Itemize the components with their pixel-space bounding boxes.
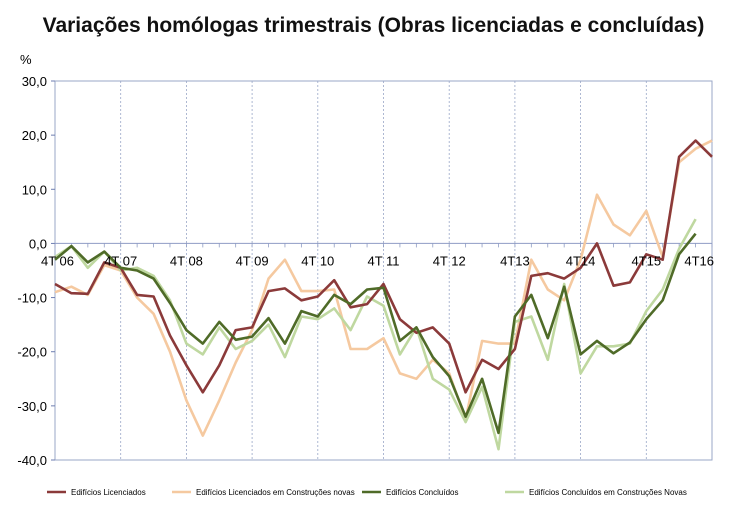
y-tick-label: -30,0 <box>17 399 47 414</box>
series-line <box>54 232 697 435</box>
y-axis-label: % <box>20 52 32 67</box>
y-tick-label: 10,0 <box>22 182 47 197</box>
y-tick-label: -10,0 <box>17 291 47 306</box>
x-tick-label: 4T14 <box>566 253 596 268</box>
x-tick-label: 4T 11 <box>367 253 399 268</box>
y-tick-label: 30,0 <box>22 74 47 89</box>
y-tick-label: -20,0 <box>17 345 47 360</box>
x-tick-label: 4T 12 <box>433 253 466 268</box>
legend-label: Edifícios Concluídos <box>386 488 458 497</box>
chart-title: Variações homólogas trimestrais (Obras l… <box>42 14 705 37</box>
series-line <box>54 139 713 437</box>
y-tick-label: 20,0 <box>22 128 47 143</box>
x-tick-label: 4T13 <box>500 253 530 268</box>
y-tick-label: 0,0 <box>29 236 47 251</box>
legend-label: Edifícios Licenciados <box>71 488 146 497</box>
x-tick-label: 4T 07 <box>104 253 137 268</box>
x-tick-label: 4T15 <box>631 253 661 268</box>
y-tick-label: -40,0 <box>17 453 47 468</box>
legend-label: Edifícios Concluídos em Construções Nova… <box>529 488 687 497</box>
series-line <box>54 218 697 451</box>
series-line <box>54 139 713 394</box>
x-tick-label: 4T 08 <box>170 253 203 268</box>
x-tick-label: 4T 06 <box>41 253 74 268</box>
x-tick-label: 4T 09 <box>236 253 269 268</box>
legend-label: Edifícios Licenciados em Construções nov… <box>196 488 355 497</box>
x-tick-label: 4T 10 <box>301 253 334 268</box>
x-tick-label: 4T16 <box>684 253 714 268</box>
